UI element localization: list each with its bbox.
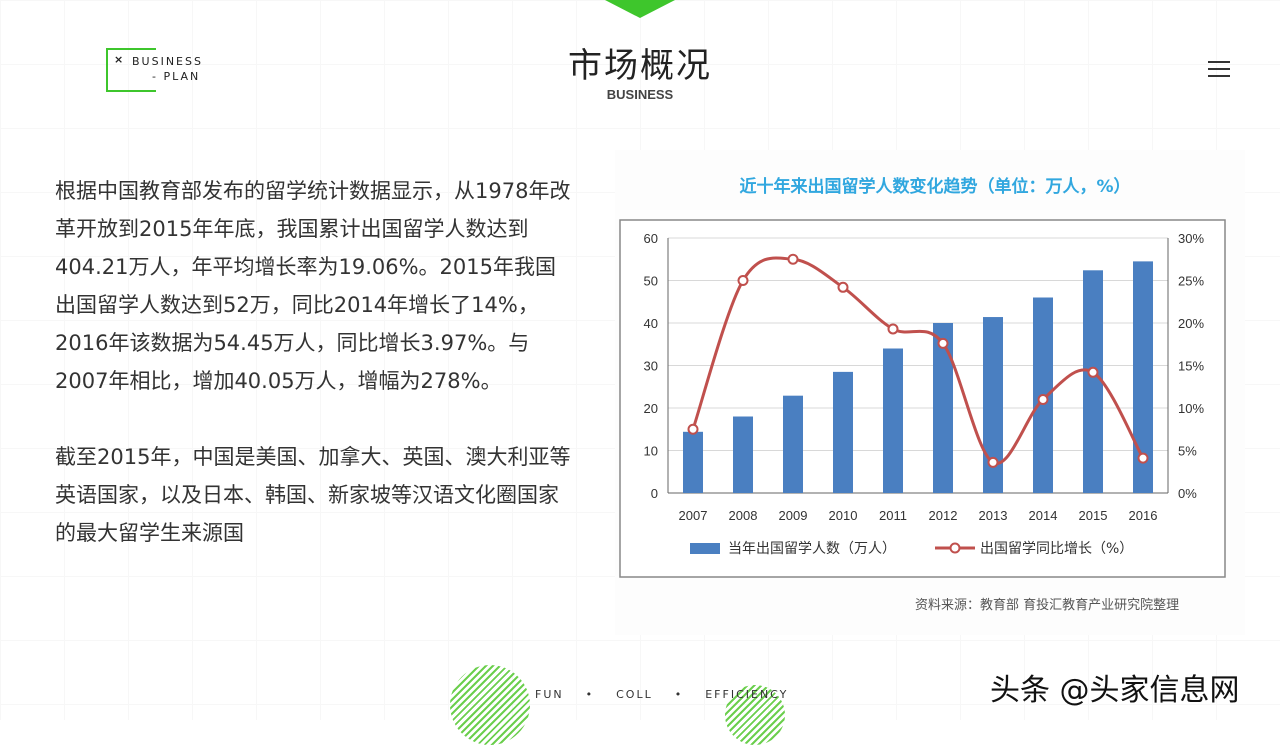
y-right-tick-label: 10%: [1178, 401, 1204, 416]
chart-frame: [619, 219, 1226, 578]
chart-source: 资料来源：教育部 育投汇教育产业研究院整理: [915, 598, 1180, 613]
logo-x-icon: ×: [114, 53, 124, 66]
y-left-tick-label: 0: [651, 486, 658, 501]
logo-bracket: [106, 48, 156, 92]
page-title: 市场概况: [568, 46, 712, 86]
x-tick-label: 2016: [1129, 508, 1158, 523]
y-left-tick-label: 40: [644, 316, 658, 331]
legend-bar-swatch: [690, 543, 720, 554]
paragraph-2: 截至2015年，中国是美国、加拿大、英国、澳大利亚等英语国家，以及日本、韩国、新…: [55, 445, 571, 545]
footer-item-efficiency: EFFICIENCY: [705, 688, 789, 701]
growth-point: [987, 456, 999, 468]
chart-title: 近十年来出国留学人数变化趋势（单位：万人，%）: [739, 177, 1131, 197]
footer-sep-2: •: [674, 688, 684, 701]
x-tick-label: 2007: [679, 508, 708, 523]
footer-sep-1: •: [585, 688, 595, 701]
leaf-decoration-left: [450, 665, 530, 745]
logo-line1: BUSINESS: [132, 55, 203, 68]
logo-line2: - PLAN: [152, 70, 201, 83]
top-triangle-decoration: [605, 0, 675, 18]
x-tick-label: 2008: [729, 508, 758, 523]
bar: [933, 323, 953, 493]
y-right-tick-label: 25%: [1178, 274, 1204, 289]
y-right-tick-label: 20%: [1178, 316, 1204, 331]
footer-item-coll: COLL: [616, 688, 653, 701]
growth-point: [737, 275, 749, 286]
growth-point: [787, 253, 799, 265]
x-tick-label: 2011: [879, 508, 907, 523]
paragraph-1: 根据中国教育部发布的留学统计数据显示，从1978年改革开放到2015年年底，我国…: [55, 179, 571, 393]
growth-line: [691, 256, 1145, 465]
bar: [983, 317, 1003, 493]
x-tick-label: 2009: [779, 508, 808, 523]
growth-point: [937, 337, 949, 349]
growth-point: [837, 281, 849, 293]
watermark: 头条 @头家信息网: [990, 673, 1240, 708]
bar: [733, 416, 753, 493]
bar: [883, 348, 903, 493]
bar: [1083, 270, 1103, 493]
legend-bar-label: 当年出国留学人数（万人）: [728, 541, 896, 557]
x-tick-label: 2013: [979, 508, 1008, 523]
footer-item-fun: FUN: [535, 688, 564, 701]
growth-point: [1137, 452, 1149, 464]
y-left-tick-label: 20: [644, 401, 658, 416]
growth-point: [687, 423, 699, 435]
y-right-tick-label: 30%: [1178, 231, 1204, 246]
bar: [1133, 261, 1153, 493]
body-text: 根据中国教育部发布的留学统计数据显示，从1978年改革开放到2015年年底，我国…: [55, 172, 575, 552]
growth-point: [1037, 394, 1049, 405]
y-left-tick-label: 50: [644, 274, 658, 289]
chart: 0 10 20 30 40 50 60 0% 5% 10% 15% 20% 25% 30% 2007 2008…: [619, 219, 1226, 578]
x-tick-label: 2010: [829, 508, 858, 523]
x-tick-label: 2015: [1079, 508, 1108, 523]
bar: [783, 395, 803, 493]
menu-icon[interactable]: [1208, 61, 1230, 79]
x-tick-label: 2014: [1029, 508, 1058, 523]
x-tick-label: 2012: [929, 508, 958, 523]
y-right-tick-label: 0%: [1178, 486, 1197, 501]
y-right-tick-label: 5%: [1178, 444, 1197, 459]
growth-point: [1087, 366, 1099, 378]
y-right-tick-label: 15%: [1178, 359, 1204, 374]
bar: [683, 431, 703, 493]
bar: [833, 371, 853, 493]
logo[interactable]: × BUSINESS - PLAN: [106, 48, 216, 92]
y-left-tick-label: 60: [644, 231, 658, 246]
page-subtitle: BUSINESS: [606, 87, 674, 102]
y-left-tick-label: 10: [644, 444, 658, 459]
growth-point: [887, 323, 899, 335]
legend-line-label: 出国留学同比增长（%）: [980, 541, 1133, 557]
footer-nav: FUN • COLL • EFFICIENCY: [535, 688, 788, 701]
y-left-tick-label: 30: [644, 359, 658, 374]
legend-line-marker: [949, 542, 961, 554]
